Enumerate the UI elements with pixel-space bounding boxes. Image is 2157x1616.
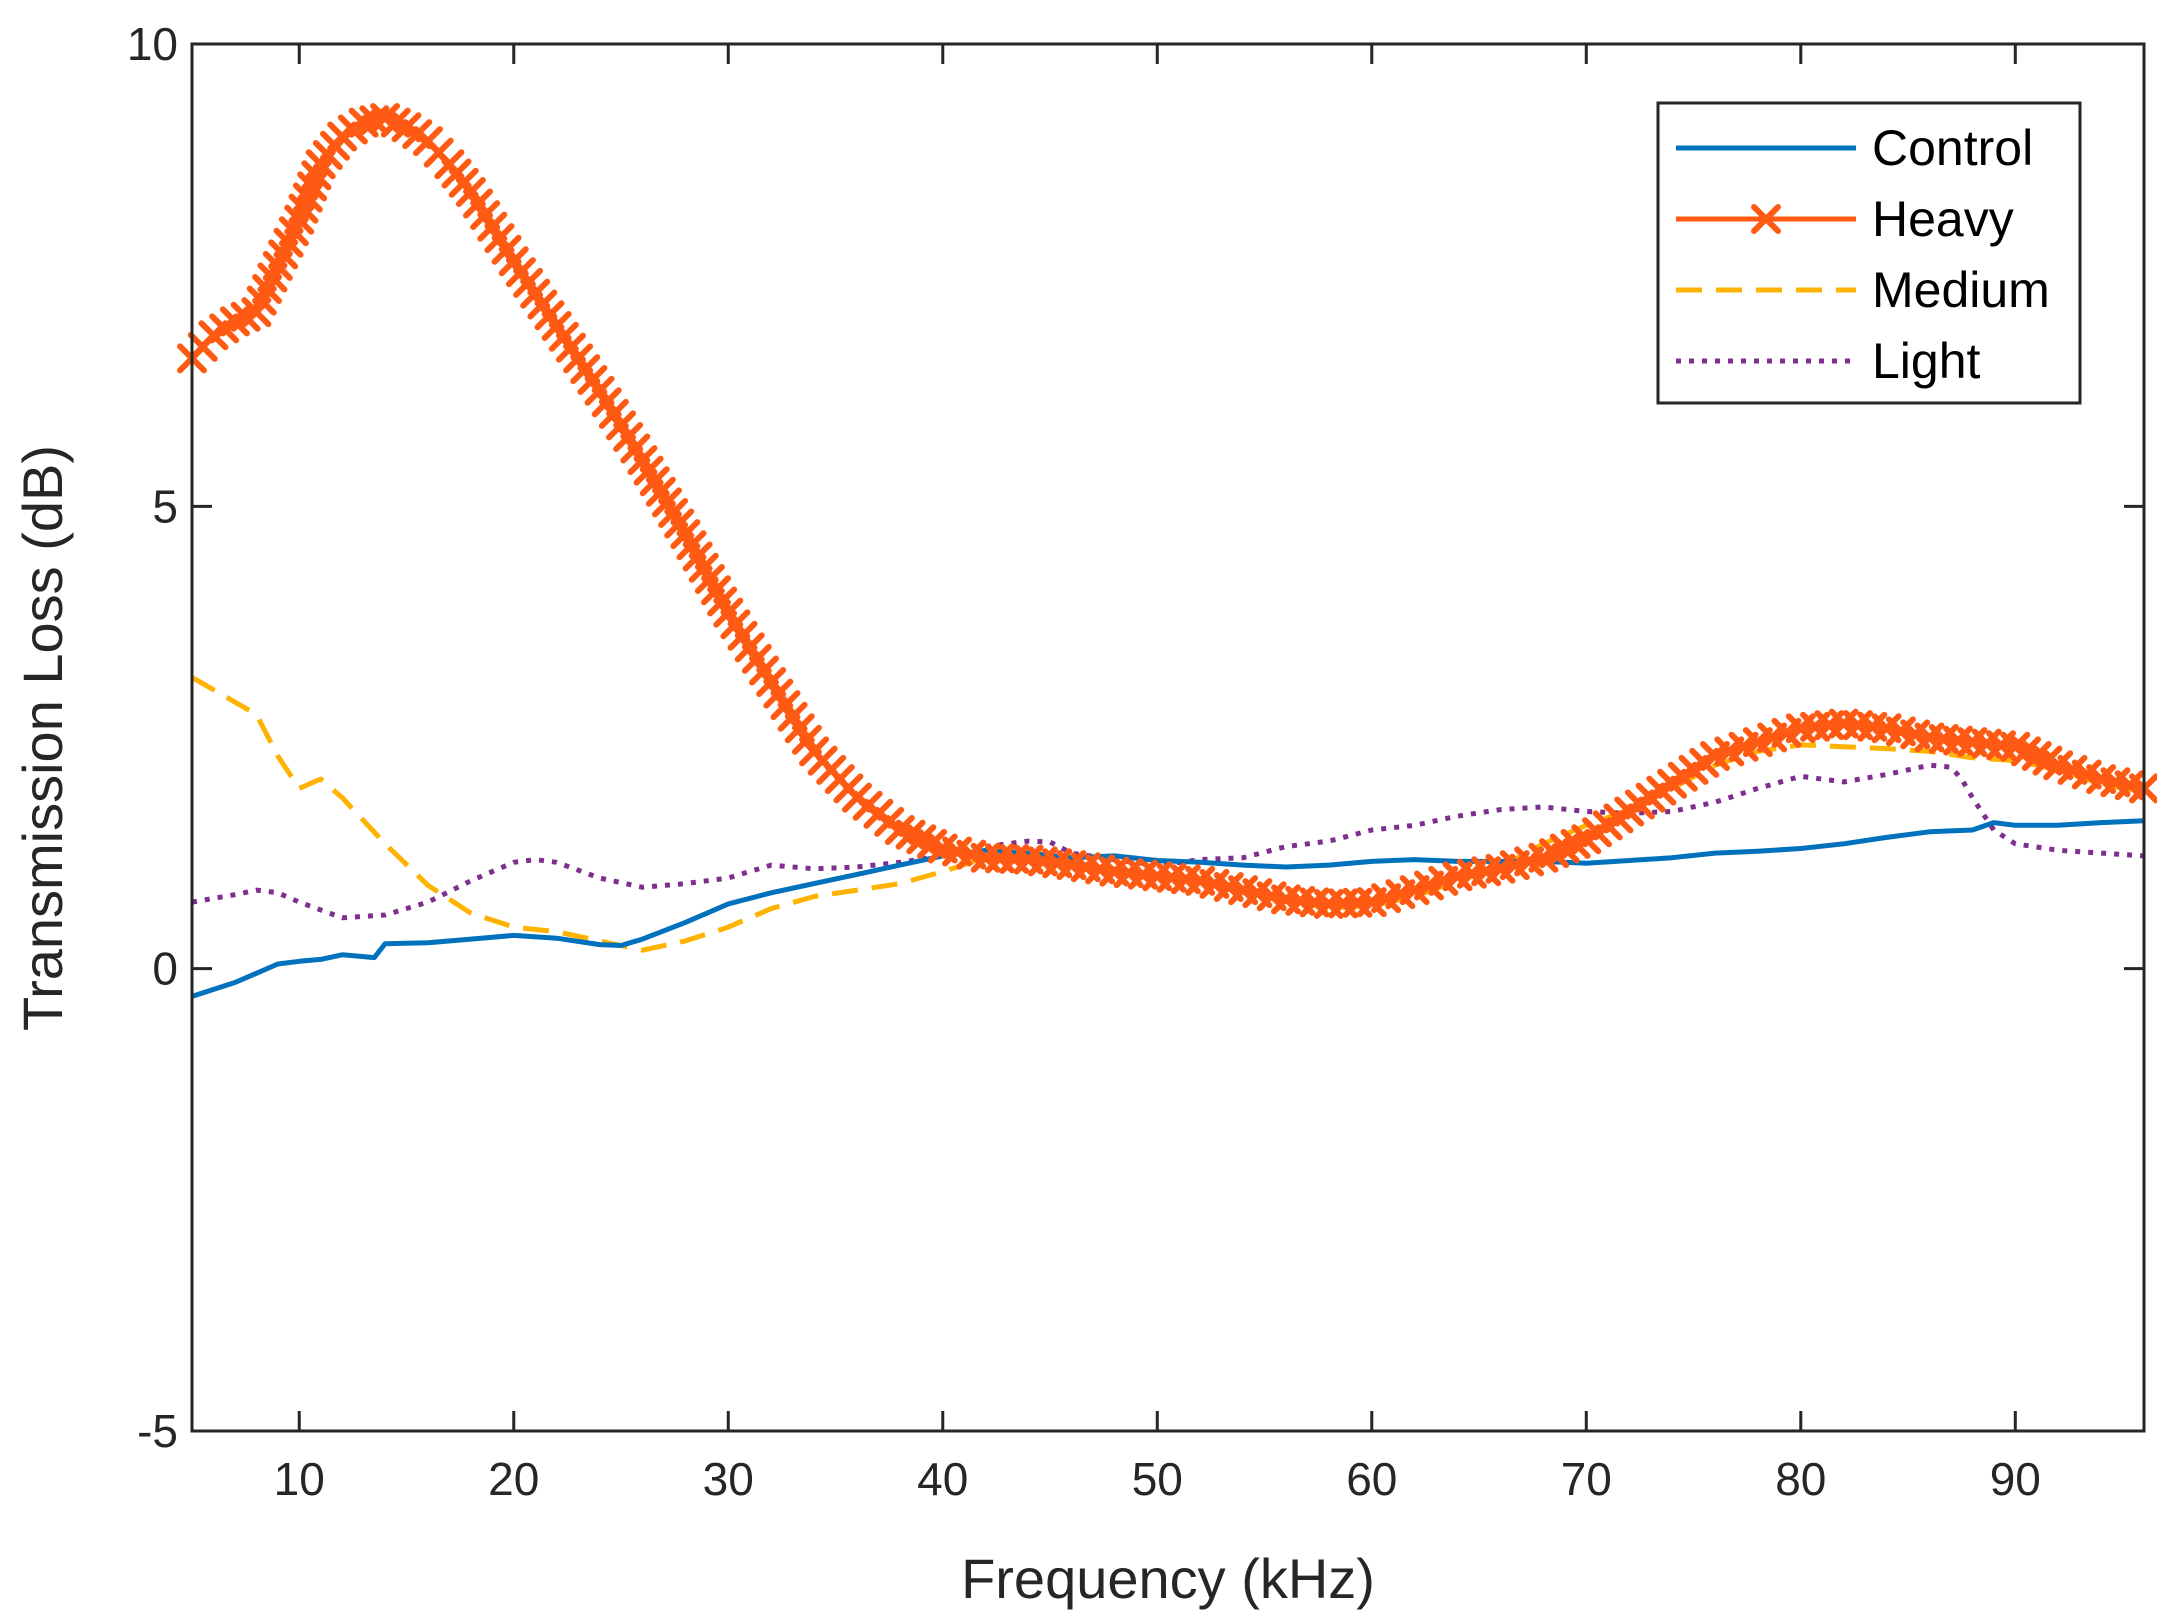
x-tick-label: 60	[1346, 1453, 1397, 1505]
legend-entry-heavy: Heavy	[1676, 191, 2014, 247]
legend-entry-medium: Medium	[1676, 262, 2050, 318]
legend-marker-heavy	[1751, 204, 1781, 234]
ticks-layer: 10 20 30 40 50 60 70 80 90 -5 0 5 10	[127, 18, 2144, 1505]
legend-entry-light: Light	[1676, 333, 1981, 389]
series-line-control	[191, 818, 2145, 999]
x-tick-label: 90	[1990, 1453, 2041, 1505]
y-axis-label: Transmission Loss (dB)	[11, 445, 74, 1031]
x-tick-label: 80	[1775, 1453, 1826, 1505]
x-tick-label: 20	[488, 1453, 539, 1505]
x-tick-label: 30	[703, 1453, 754, 1505]
legend-box	[1656, 101, 2082, 405]
x-axis-label: Frequency (kHz)	[961, 1547, 1375, 1610]
x-tick-label: 40	[917, 1453, 968, 1505]
x-tick-label: 70	[1561, 1453, 1612, 1505]
series-control	[191, 818, 2145, 999]
y-tick-label: 5	[152, 480, 178, 532]
series-layer	[177, 102, 2157, 999]
legend-label-medium: Medium	[1872, 262, 2050, 318]
x-tick-label: 10	[274, 1453, 325, 1505]
y-tick-label: 10	[127, 18, 178, 70]
legend-entry-control: Control	[1676, 120, 2033, 176]
y-tick-label: 0	[152, 943, 178, 995]
series-heavy	[177, 102, 2157, 919]
legend-entries: Control Heavy Medium Light	[1676, 120, 2050, 389]
legend-label-control: Control	[1872, 120, 2033, 176]
legend-label-heavy: Heavy	[1872, 191, 2014, 247]
legend: Control Heavy Medium Light	[1656, 101, 2082, 405]
plot-area-frame	[190, 42, 2146, 1433]
x-tick-label: 50	[1132, 1453, 1183, 1505]
legend-label-light: Light	[1872, 333, 1981, 389]
y-tick-label: -5	[137, 1405, 178, 1457]
